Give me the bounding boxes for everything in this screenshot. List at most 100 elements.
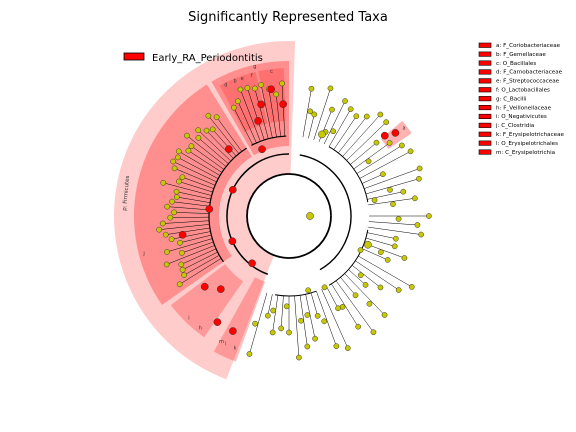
enriched-node-121 <box>267 85 276 94</box>
taxon-node-11 <box>377 111 384 118</box>
tree-branch <box>181 248 217 265</box>
taxon-node-49 <box>344 345 351 351</box>
taxon-node-0 <box>308 85 315 92</box>
tree-branch <box>191 145 225 170</box>
taxon-node-14 <box>386 140 393 146</box>
tree-branch <box>176 196 211 203</box>
taxon-node-10 <box>363 113 370 120</box>
taxon-node-35 <box>357 247 364 253</box>
tree-arc-2 <box>299 154 352 271</box>
clade-letter-a: a <box>402 125 405 131</box>
tree-branch <box>183 255 220 276</box>
tree-branch <box>365 178 419 195</box>
taxa-legend-label-k: k: F_Erysipelotrichaceae <box>496 132 565 138</box>
enriched-node-128 <box>258 145 266 154</box>
taxon-node-102 <box>235 98 241 105</box>
taxon-node-63 <box>270 307 277 314</box>
taxon-node-70 <box>178 261 185 268</box>
taxon-node-66 <box>252 320 258 327</box>
tree-branch <box>178 181 213 193</box>
taxon-node-56 <box>304 343 311 350</box>
tree-branch <box>348 269 366 286</box>
highlight-clade-m <box>213 277 266 362</box>
taxon-node-86 <box>176 178 182 185</box>
taxon-node-34 <box>384 257 391 263</box>
taxon-node-103 <box>237 86 244 93</box>
taxon-node-99 <box>205 112 212 119</box>
tree-branch <box>305 294 316 339</box>
taxa-legend-swatch-a <box>478 42 492 48</box>
enriched-node-120 <box>257 100 266 109</box>
taxon-node-65 <box>246 351 253 357</box>
taxon-node-39 <box>357 272 364 278</box>
taxon-node-40 <box>362 282 369 288</box>
taxa-legend-label-b: b: F_Gemellaceae <box>496 52 546 58</box>
taxon-node-76 <box>162 231 169 238</box>
taxa-legend-swatch-l <box>478 140 492 146</box>
taxon-node-18 <box>380 171 386 178</box>
taxa-legend-swatch-g <box>478 96 492 102</box>
taxon-node-67 <box>176 281 183 288</box>
tree-branch <box>267 294 273 316</box>
tree-branch <box>247 87 265 140</box>
enriched-node-124 <box>380 131 389 140</box>
enriched-node-123 <box>391 129 400 137</box>
taxon-node-24 <box>412 195 418 202</box>
tree-branch <box>302 88 312 138</box>
enriched-node-114 <box>216 285 225 293</box>
tree-branch <box>171 231 211 240</box>
enriched-node-116 <box>205 205 214 213</box>
tree-branch <box>249 292 268 355</box>
taxon-node-80 <box>171 209 177 216</box>
taxon-node-54 <box>312 335 318 342</box>
tree-branch <box>166 245 215 265</box>
taxon-node-64 <box>264 312 271 319</box>
taxon-node-105 <box>251 85 258 92</box>
tree-branch <box>310 292 318 316</box>
taxon-node-53 <box>305 287 312 294</box>
clade-letter-h: h <box>199 325 202 331</box>
tree-branch <box>233 107 253 145</box>
tree-branch <box>173 161 217 183</box>
taxon-node-17 <box>407 148 414 155</box>
tree-branch <box>359 151 411 179</box>
tree-branch <box>342 114 381 157</box>
taxon-node-25 <box>390 201 396 208</box>
taxon-node-15 <box>365 158 372 165</box>
taxon-node-30 <box>392 235 399 242</box>
taxa-legend-label-m: m: C_Erysipelotrichia <box>496 150 555 156</box>
taxon-node-91 <box>175 148 182 155</box>
tree-branch <box>321 288 349 349</box>
taxon-node-109 <box>279 80 285 87</box>
taxon-node-104 <box>244 85 251 91</box>
clade-highlights <box>113 40 412 380</box>
tree-arc-4 <box>251 135 287 146</box>
taxon-node-37 <box>395 287 402 293</box>
tree-branch <box>368 226 422 235</box>
tree-branch <box>308 114 315 139</box>
tree-branch <box>174 212 210 214</box>
taxon-node-108 <box>273 91 280 98</box>
highlight-clade-c <box>258 68 286 124</box>
group-legend-swatch <box>123 52 145 61</box>
taxon-node-13 <box>373 139 380 146</box>
taxa-legend-swatch-d <box>478 69 492 75</box>
taxon-node-29 <box>418 231 425 238</box>
taxon-node-83 <box>173 194 180 200</box>
tree-branch <box>326 286 339 309</box>
clade-letter-b: b <box>233 78 236 84</box>
taxon-node-106 <box>258 81 264 88</box>
taxa-legend-swatch-b <box>478 51 492 57</box>
taxon-node-110 <box>306 212 314 220</box>
taxon-node-4 <box>329 106 335 113</box>
tree-branch <box>186 135 227 167</box>
tree-arc-5 <box>328 146 369 203</box>
taxon-node-26 <box>426 213 432 219</box>
taxon-node-78 <box>159 220 166 227</box>
taxon-node-79 <box>167 214 174 221</box>
taxa-legend-label-i: i: O_Negativicutes <box>496 114 547 120</box>
taxa-legend-label-e: e: F_Streptococcaceae <box>496 79 560 85</box>
enriched-node-125 <box>213 318 222 326</box>
taxon-node-93 <box>188 143 195 149</box>
clade-letter-c: c <box>270 69 273 75</box>
